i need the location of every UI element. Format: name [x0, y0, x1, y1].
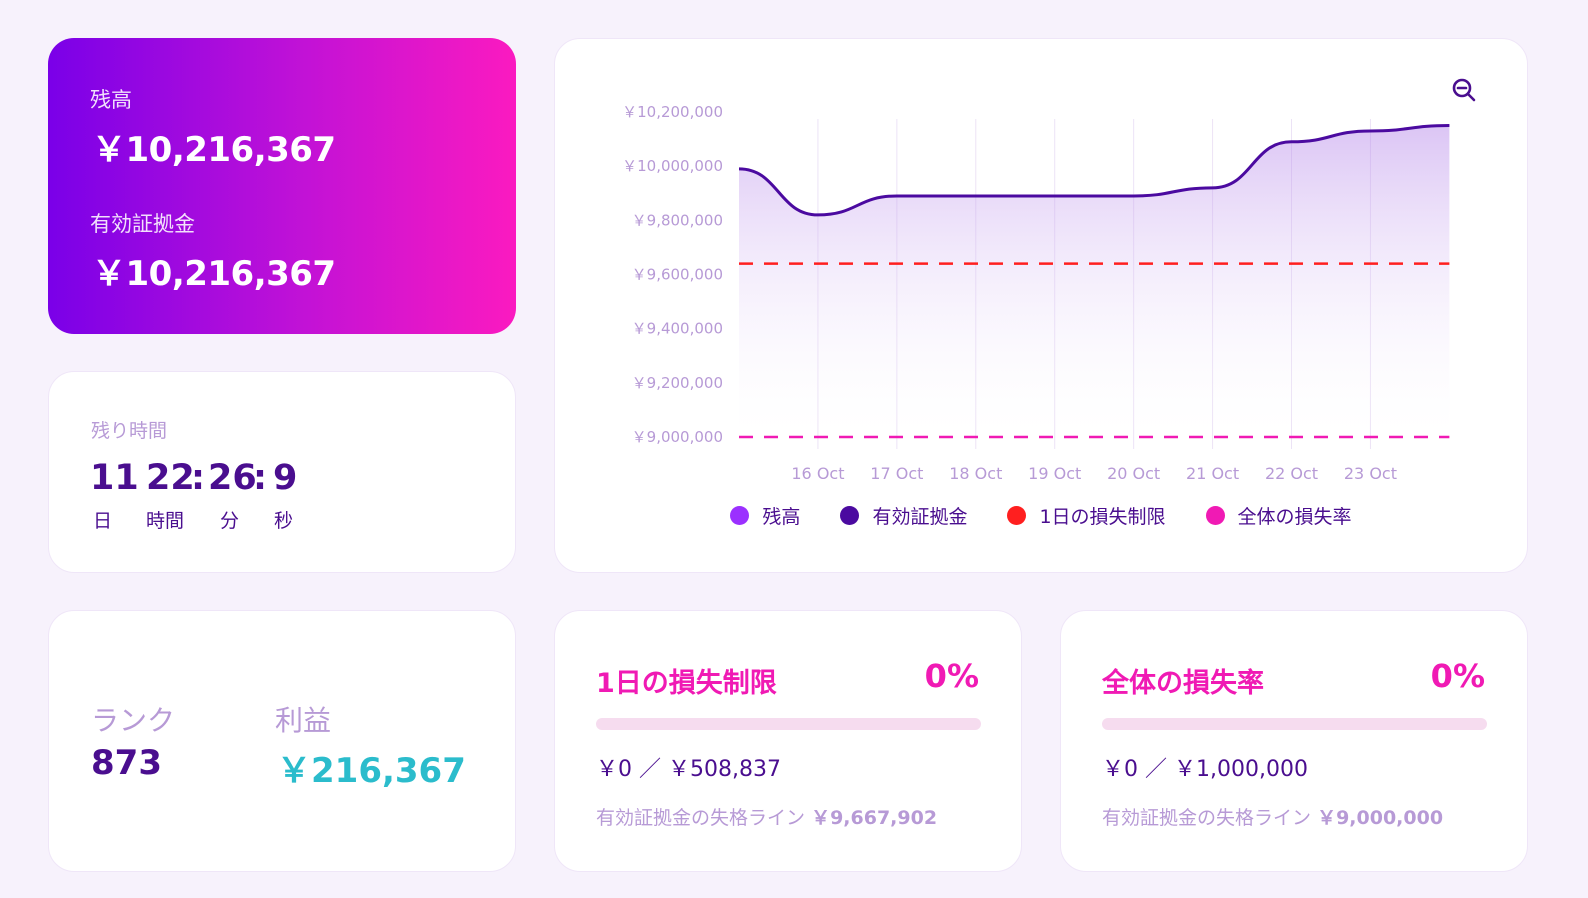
timer-unit-seconds: 秒	[274, 510, 294, 532]
x-tick-label: 20 Oct	[1107, 464, 1160, 483]
legend-item-daily-loss[interactable]: 1日の損失制限	[1007, 502, 1166, 529]
legend-label: 残高	[762, 506, 801, 528]
zoom-out-icon[interactable]	[1451, 77, 1477, 103]
timer-separator: :	[191, 458, 205, 498]
x-tick-label: 23 Oct	[1344, 464, 1397, 483]
x-tick-label: 17 Oct	[870, 464, 923, 483]
legend-dot-icon	[1007, 506, 1027, 525]
daily-loss-title: 1日の損失制限	[596, 668, 777, 699]
daily-disqualification-line: 有効証拠金の失格ライン ￥9,667,902	[596, 803, 937, 830]
total-loss-percent: 0%	[1430, 657, 1485, 695]
timer-separator: :	[253, 458, 267, 498]
legend-label: 有効証拠金	[872, 506, 968, 528]
y-tick-label: ￥9,400,000	[632, 320, 723, 338]
timer-unit-days: 日	[93, 510, 113, 532]
daily-loss-limit-card: 1日の損失制限 0% ￥0 ／ ￥508,837 有効証拠金の失格ライン ￥9,…	[554, 610, 1022, 872]
total-loss-title: 全体の損失率	[1102, 668, 1264, 699]
legend-item-equity[interactable]: 有効証拠金	[840, 502, 967, 529]
legend-item-balance[interactable]: 残高	[730, 502, 800, 529]
balance-value: ￥10,216,367	[92, 130, 336, 170]
legend-dot-icon	[1205, 506, 1225, 525]
timer-hours: 22	[146, 458, 195, 498]
equity-chart[interactable]: ￥10,200,000 ￥10,000,000 ￥9,800,000 ￥9,600,0…	[555, 39, 1529, 499]
x-tick-label: 19 Oct	[1028, 464, 1081, 483]
x-tick-label: 21 Oct	[1186, 464, 1239, 483]
y-tick-label: ￥10,000,000	[622, 157, 723, 175]
x-tick-label: 22 Oct	[1265, 464, 1318, 483]
legend-dot-icon	[840, 506, 860, 525]
x-tick-label: 16 Oct	[791, 464, 844, 483]
rank-label: ランク	[91, 704, 176, 737]
daily-loss-percent: 0%	[924, 657, 979, 695]
timer-seconds: 9	[273, 458, 298, 498]
balance-label: 残高	[90, 88, 132, 112]
timer-unit-minutes: 分	[220, 510, 240, 532]
disqualification-value: ￥9,000,000	[1317, 807, 1444, 829]
timer-unit-hours: 時間	[146, 510, 185, 532]
disqualification-value: ￥9,667,902	[811, 807, 938, 829]
legend-dot-icon	[730, 506, 750, 525]
remaining-time-card: 残り時間 11 22 : 26 : 9 日 時間 分 秒	[48, 371, 516, 573]
profit-label: 利益	[275, 704, 332, 737]
disqualification-label: 有効証拠金の失格ライン	[596, 807, 806, 829]
total-loss-amount: ￥0 ／ ￥1,000,000	[1102, 757, 1308, 782]
y-tick-label: ￥9,000,000	[632, 428, 723, 446]
profit-value: ￥216,367	[277, 751, 466, 791]
y-tick-label: ￥9,800,000	[632, 211, 723, 229]
timer-days: 11	[90, 458, 139, 498]
equity-chart-card: ￥10,200,000 ￥10,000,000 ￥9,800,000 ￥9,600,0…	[554, 38, 1528, 573]
legend-label: 1日の損失制限	[1039, 506, 1166, 528]
x-tick-label: 18 Oct	[949, 464, 1002, 483]
rank-card: ランク 873 利益 ￥216,367	[48, 610, 516, 872]
daily-loss-amount: ￥0 ／ ￥508,837	[596, 757, 781, 782]
timer-minutes: 26	[208, 458, 257, 498]
equity-label: 有効証拠金	[90, 212, 195, 236]
daily-loss-progress-bar	[596, 718, 981, 730]
chart-legend: 残高 有効証拠金 1日の損失制限 全体の損失率	[555, 502, 1527, 529]
remaining-time-label: 残り時間	[91, 420, 168, 442]
total-loss-card: 全体の損失率 0% ￥0 ／ ￥1,000,000 有効証拠金の失格ライン ￥9…	[1060, 610, 1528, 872]
equity-line	[738, 124, 1450, 217]
total-loss-progress-bar	[1102, 718, 1487, 730]
rank-value: 873	[91, 743, 162, 783]
balance-area	[739, 125, 1450, 438]
y-tick-label: ￥9,200,000	[632, 374, 723, 392]
y-tick-label: ￥9,600,000	[632, 266, 723, 284]
equity-value: ￥10,216,367	[92, 254, 336, 294]
legend-label: 全体の損失率	[1237, 506, 1352, 528]
y-tick-label: ￥10,200,000	[622, 103, 723, 121]
legend-item-total-loss[interactable]: 全体の損失率	[1205, 502, 1352, 529]
total-disqualification-line: 有効証拠金の失格ライン ￥9,000,000	[1102, 803, 1443, 830]
disqualification-label: 有効証拠金の失格ライン	[1102, 807, 1312, 829]
balance-card: 残高 ￥10,216,367 有効証拠金 ￥10,216,367	[48, 38, 516, 334]
